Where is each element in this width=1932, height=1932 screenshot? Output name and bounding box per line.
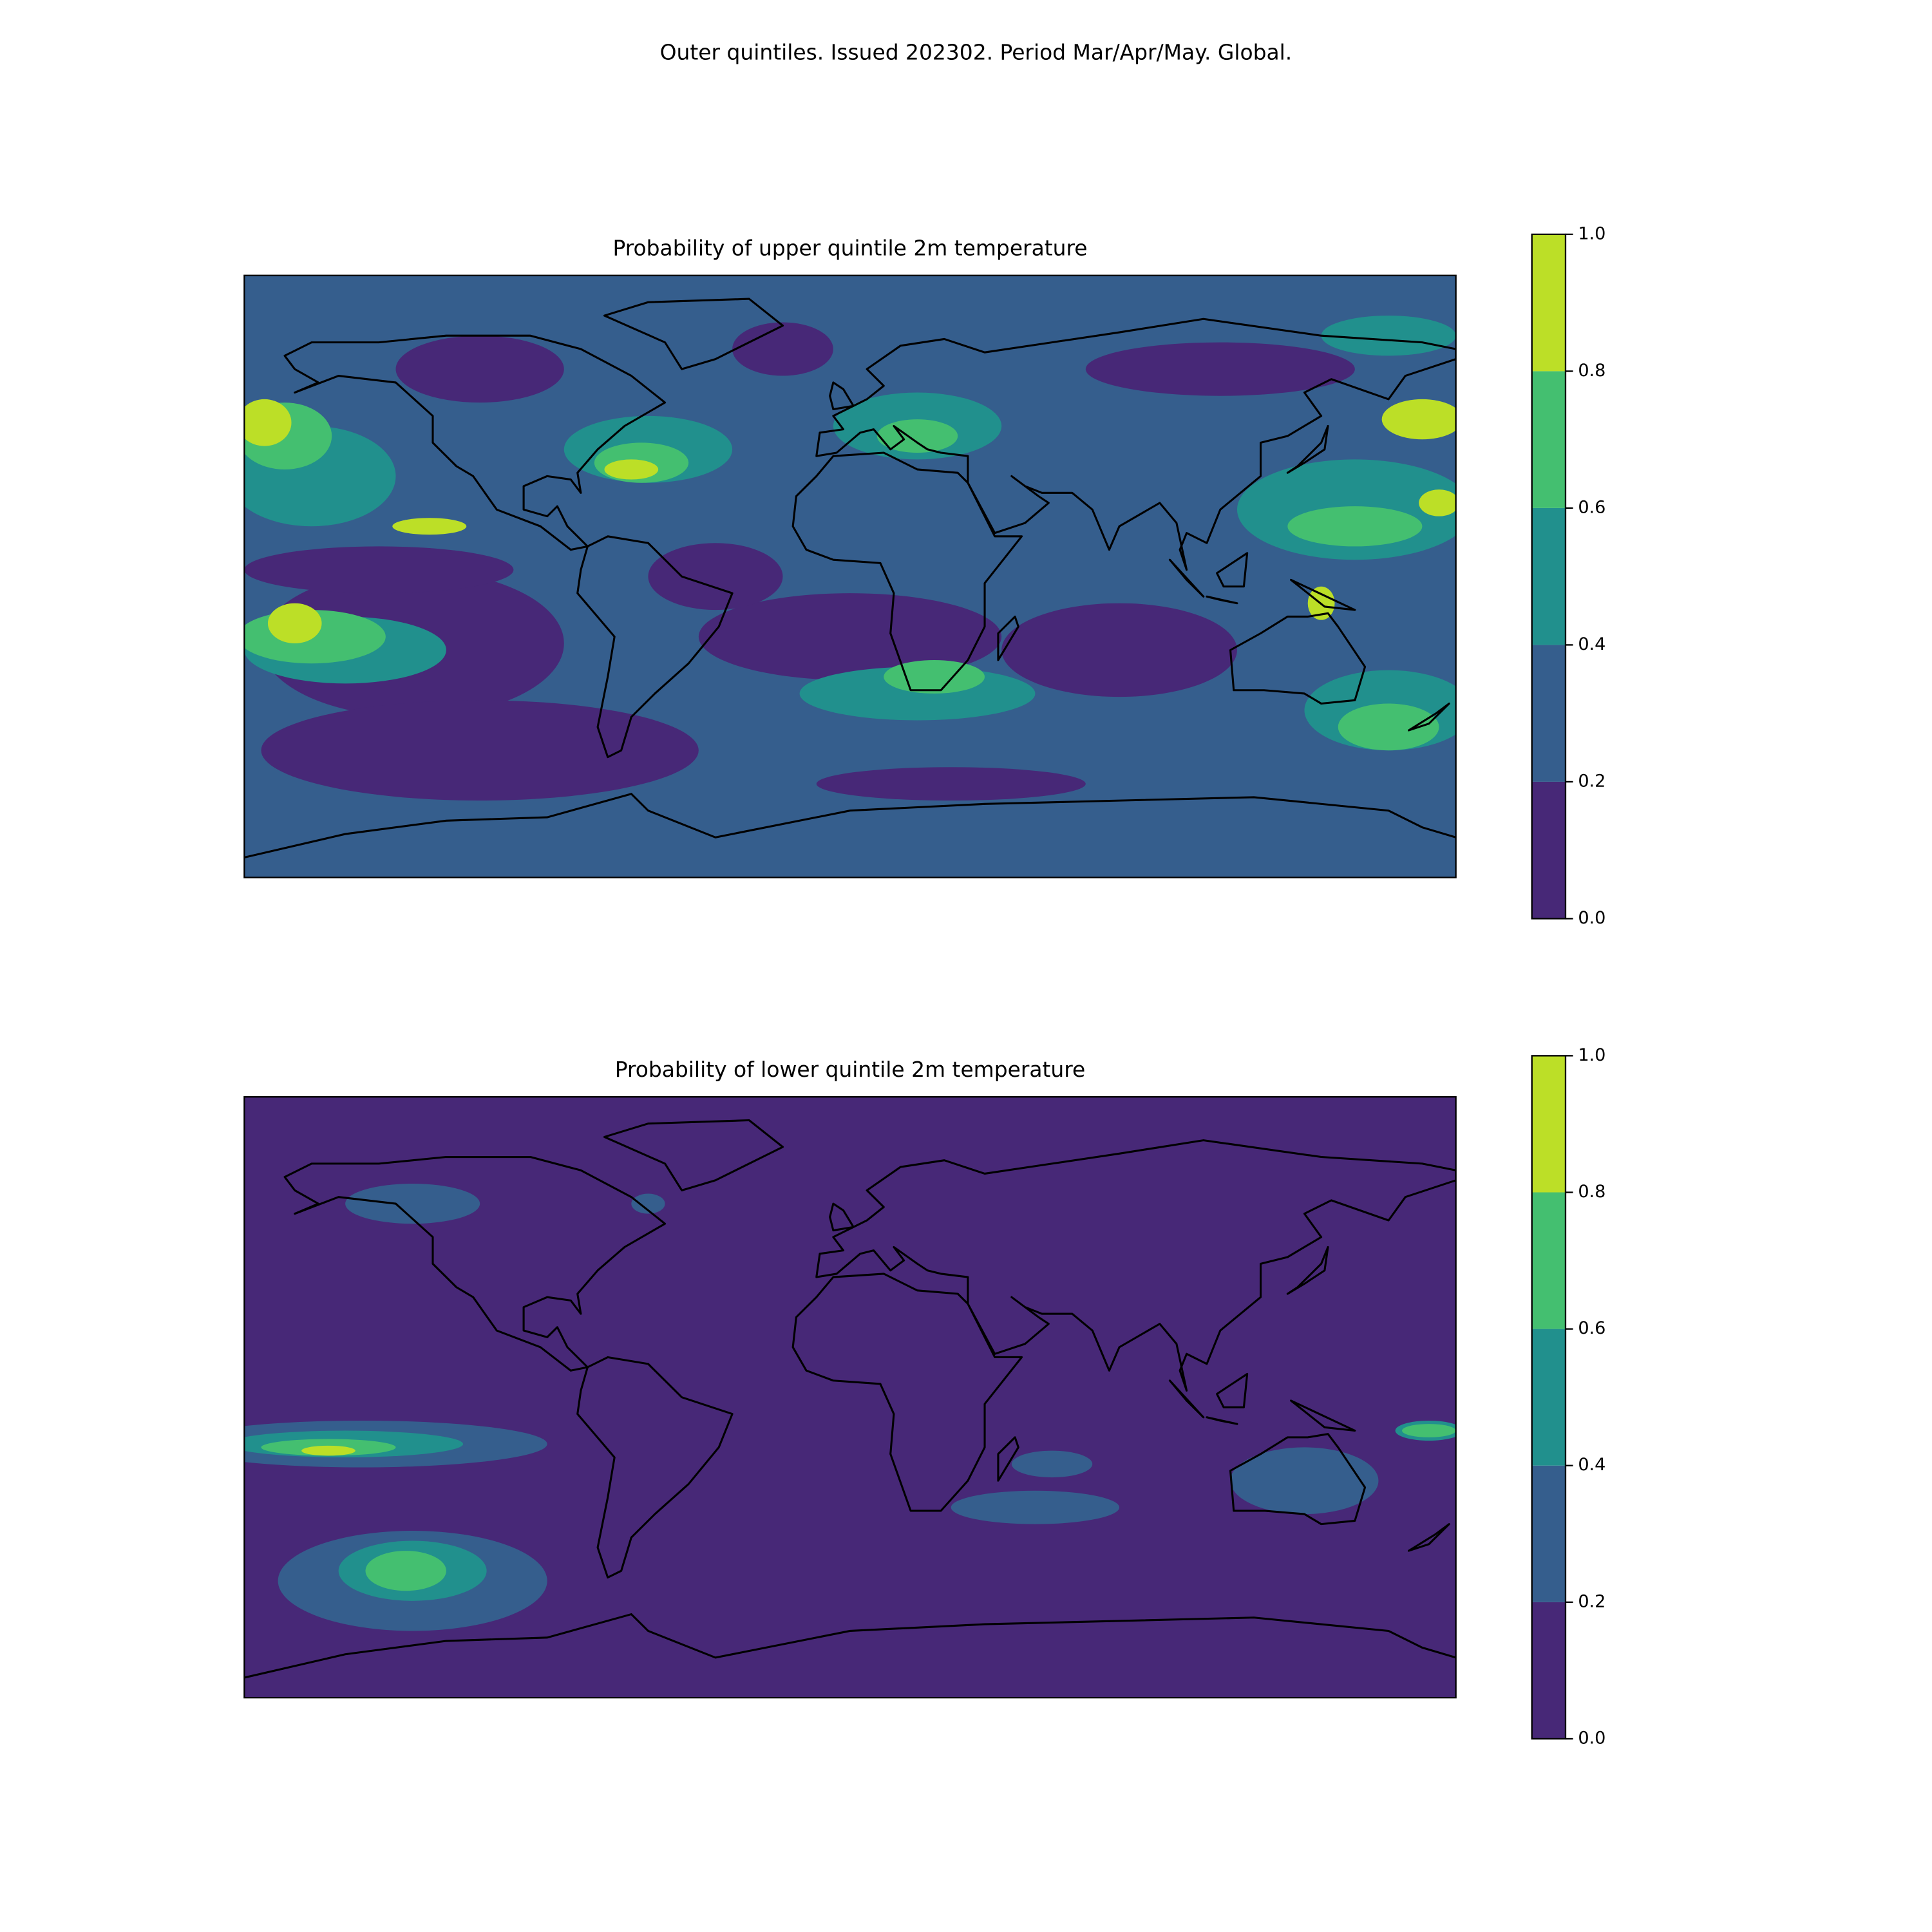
colorbar-frame (1531, 233, 1567, 920)
contour-region (244, 399, 292, 446)
colorbar-tick-label: 0.6 (1578, 497, 1605, 517)
panel-title: Probability of lower quintile 2m tempera… (615, 1057, 1086, 1082)
coastline (1290, 1399, 1356, 1432)
contour-region (1287, 506, 1423, 547)
colorbar-tick-label: 0.8 (1578, 1182, 1605, 1202)
colorbar-band (1531, 1192, 1566, 1329)
colorbar-tick-label: 1.0 (1578, 223, 1605, 243)
coastline (829, 1202, 855, 1232)
contour-region (1011, 1450, 1093, 1478)
coastline (1168, 1379, 1205, 1419)
colorbar-band (1531, 1465, 1566, 1602)
coastline (283, 334, 667, 551)
coastline (1206, 595, 1238, 605)
contour-region (1338, 703, 1439, 751)
coastline (997, 615, 1019, 661)
coastline (1229, 612, 1367, 705)
contour-region (1419, 489, 1456, 516)
contour-region (244, 546, 514, 594)
coastline (603, 1119, 784, 1191)
coastline (283, 1155, 667, 1372)
contour-region (301, 1445, 355, 1456)
contour-region (951, 1490, 1120, 1524)
coastline (791, 451, 1023, 692)
coastline (997, 1436, 1019, 1482)
contour-region (1230, 1447, 1379, 1515)
contour-region (345, 1183, 480, 1224)
colorbar-tick-label: 0.4 (1578, 1455, 1605, 1475)
map (244, 1097, 1456, 1698)
contour-region (392, 518, 467, 535)
colorbar-band (1531, 1056, 1566, 1193)
coastline (1168, 558, 1205, 598)
colorbar-band (1531, 234, 1566, 372)
contour-region (1381, 399, 1456, 440)
contour-region (816, 767, 1086, 801)
colorbar-tick-label: 0.2 (1578, 1591, 1605, 1611)
coastline (1407, 1523, 1450, 1552)
colorbar-band (1531, 371, 1566, 508)
colorbar-band (1531, 645, 1566, 782)
coastline (829, 381, 855, 411)
figure-title: Outer quintiles. Issued 202302. Period M… (660, 40, 1293, 65)
coastline (1216, 1372, 1249, 1408)
contour-region (365, 1551, 446, 1591)
panel-title: Probability of upper quintile 2m tempera… (612, 236, 1087, 261)
contour-region (604, 459, 659, 480)
colorbar-tick-label: 0.0 (1578, 1728, 1605, 1748)
contour-region (1085, 342, 1355, 396)
coastline (244, 1613, 1456, 1679)
coastline (1290, 578, 1356, 611)
map (244, 275, 1456, 878)
contour-region (1402, 1424, 1456, 1437)
colorbar-tick-label: 1.0 (1578, 1045, 1605, 1065)
colorbar-frame (1531, 1055, 1567, 1740)
contour-region (884, 660, 985, 694)
coastline (1286, 424, 1329, 474)
map-frame (243, 274, 1457, 878)
contour-region (698, 593, 1002, 681)
coastline (603, 298, 784, 370)
coastline (1229, 1433, 1367, 1526)
colorbar-tick-label: 0.4 (1578, 634, 1605, 654)
coastline (1407, 702, 1450, 732)
map-frame (243, 1096, 1457, 1699)
contour-region (631, 1193, 665, 1214)
contour-region (1001, 603, 1237, 697)
contour-region (395, 336, 564, 403)
coastline (244, 793, 1456, 858)
coastline (815, 1139, 1456, 1392)
colorbar-tick-label: 0.2 (1578, 771, 1605, 791)
colorbar-band (1531, 507, 1566, 645)
contour-region (1321, 316, 1456, 356)
coastline (791, 1273, 1023, 1512)
coastline (576, 535, 734, 759)
contour-region (648, 543, 783, 611)
contour-region (732, 322, 833, 376)
coastline (815, 317, 1456, 571)
colorbar-tick-label: 0.8 (1578, 361, 1605, 381)
colorbar-band (1531, 781, 1566, 919)
colorbar-tick-label: 0.6 (1578, 1318, 1605, 1338)
colorbar-band (1531, 1329, 1566, 1466)
coastline (1216, 552, 1249, 588)
coastline (1206, 1416, 1238, 1425)
coastline (1286, 1245, 1329, 1295)
colorbar-tick-label: 0.0 (1578, 908, 1605, 928)
contour-region (267, 603, 322, 644)
coastline (576, 1356, 734, 1579)
contour-region (261, 700, 699, 801)
colorbar-band (1531, 1602, 1566, 1739)
